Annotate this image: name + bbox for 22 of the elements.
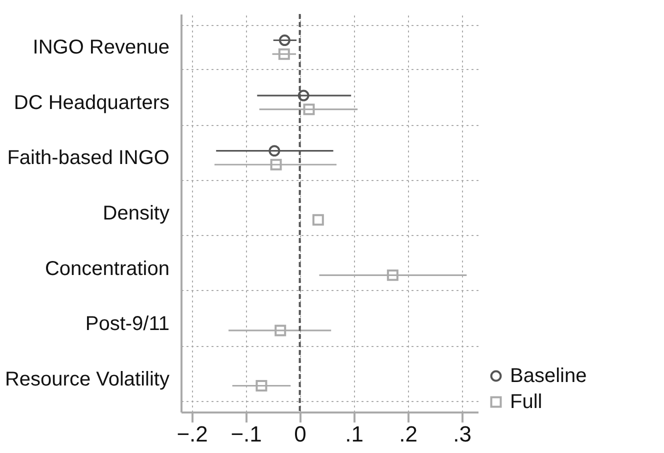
x-tick-label: .1 bbox=[345, 422, 364, 446]
x-tick-label: −.2 bbox=[176, 422, 208, 446]
y-tick-label: Post-9/11 bbox=[85, 313, 170, 336]
y-tick-label: DC Headquarters bbox=[14, 92, 170, 114]
y-tick-label: Concentration bbox=[44, 258, 170, 280]
point bbox=[386, 269, 398, 281]
point bbox=[274, 324, 286, 336]
y-tick-label: Resource Volatility bbox=[4, 368, 170, 390]
y-tick-label: Density bbox=[102, 202, 170, 224]
legend-label: Full bbox=[510, 391, 542, 413]
point bbox=[303, 104, 315, 116]
x-tick-label: .2 bbox=[399, 422, 418, 446]
x-tick-label: 0 bbox=[294, 422, 306, 446]
point bbox=[270, 158, 282, 170]
legend-label: Baseline bbox=[510, 365, 587, 387]
x-tick-label: −.1 bbox=[230, 422, 262, 446]
point bbox=[278, 48, 290, 60]
point bbox=[312, 214, 324, 226]
y-tick-label: Faith-based INGO bbox=[7, 147, 170, 170]
y-tick-label: INGO Revenue bbox=[32, 36, 170, 59]
x-tick-label: .3 bbox=[453, 422, 472, 446]
point bbox=[256, 380, 268, 392]
